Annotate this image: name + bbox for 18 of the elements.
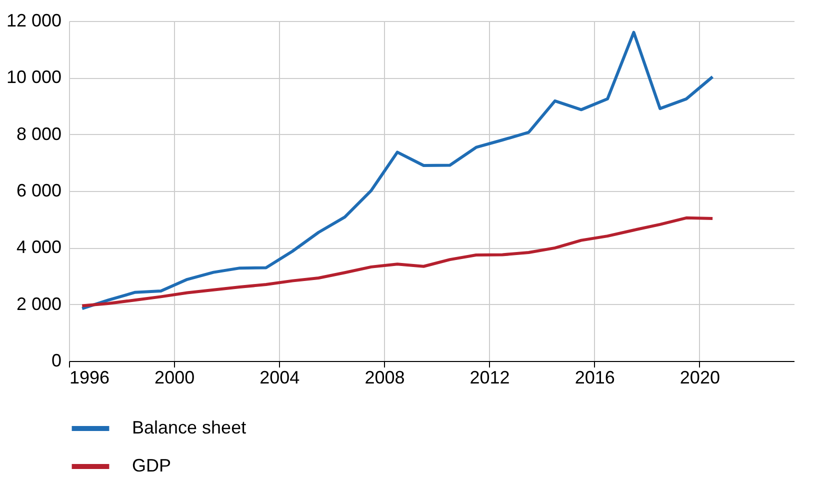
x-tick-label: 2020 bbox=[680, 368, 720, 388]
line-series bbox=[80, 30, 714, 310]
x-tick-label: 2008 bbox=[364, 368, 405, 388]
line-series bbox=[80, 216, 714, 308]
y-tick-label: 10 000 bbox=[6, 67, 62, 88]
x-tick-label: 2000 bbox=[154, 368, 195, 388]
y-tick-label: 4 000 bbox=[16, 237, 62, 258]
x-tick-label: 2016 bbox=[574, 368, 615, 388]
y-tick-label: 12 000 bbox=[6, 10, 62, 30]
legend-label: GDP bbox=[132, 456, 172, 476]
y-tick-label: 6 000 bbox=[16, 180, 62, 200]
legend-label: Balance sheet bbox=[132, 418, 246, 438]
x-tick-label: 1996 bbox=[70, 368, 110, 388]
y-tick-label: 2 000 bbox=[16, 294, 62, 314]
x-tick-label: 2012 bbox=[470, 368, 510, 388]
x-tick-label: 2004 bbox=[260, 368, 300, 388]
y-tick-label: 8 000 bbox=[16, 124, 62, 144]
y-tick-label: 0 bbox=[51, 350, 62, 370]
